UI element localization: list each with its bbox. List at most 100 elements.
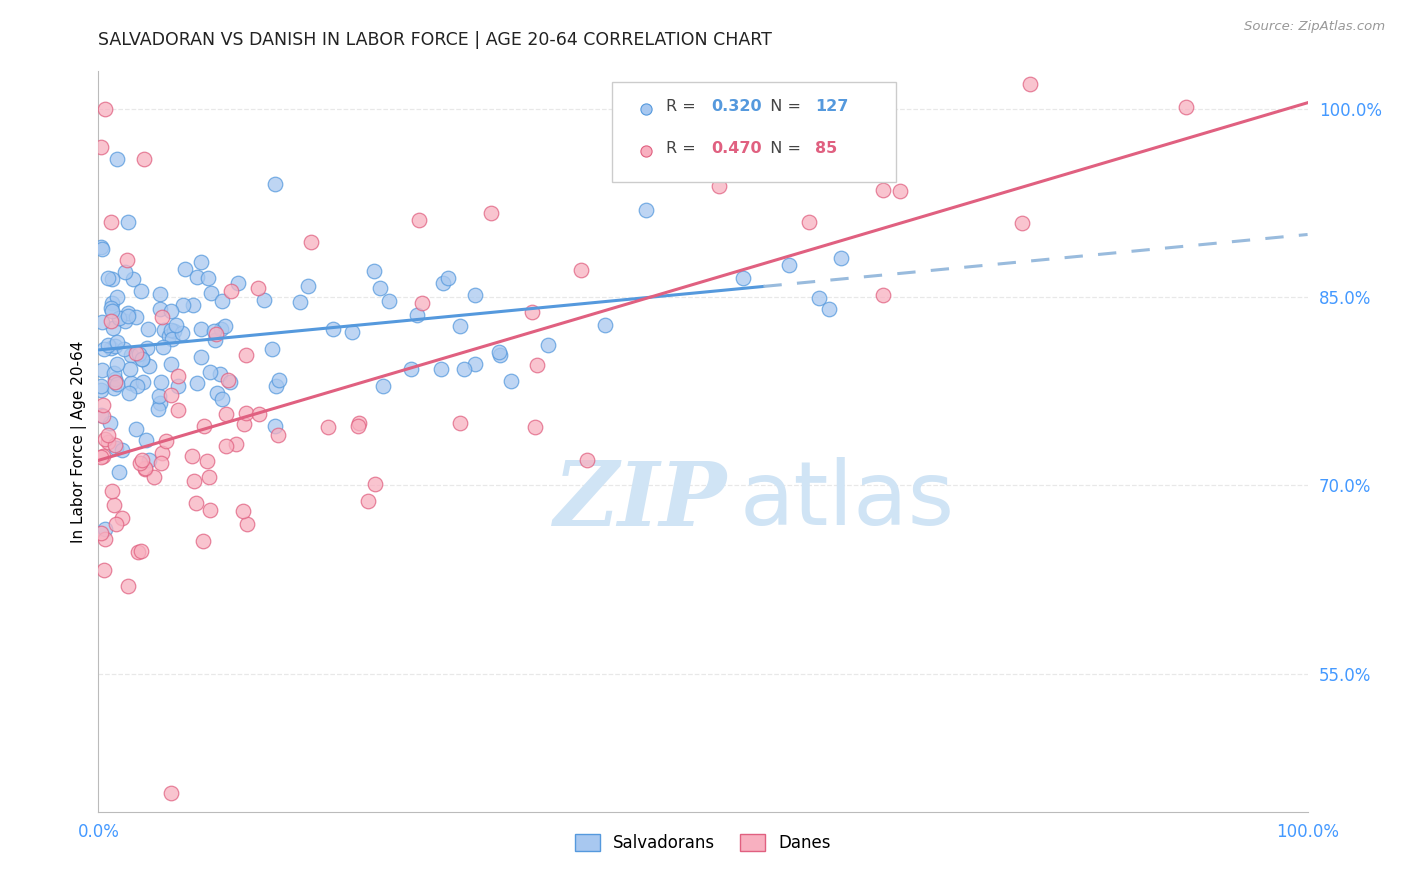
Point bbox=[117, 306, 139, 320]
Legend: Salvadorans, Danes: Salvadorans, Danes bbox=[568, 828, 838, 859]
Point bbox=[103, 372, 125, 386]
Point bbox=[636, 237, 658, 252]
Point bbox=[526, 358, 548, 372]
Point bbox=[211, 392, 233, 406]
Point bbox=[91, 363, 114, 377]
Text: R =: R = bbox=[665, 141, 700, 156]
Point bbox=[93, 564, 115, 578]
Point bbox=[370, 281, 392, 295]
Point bbox=[297, 279, 319, 293]
Point bbox=[91, 315, 114, 329]
Point bbox=[202, 324, 225, 338]
Point bbox=[167, 403, 190, 417]
Point bbox=[115, 252, 138, 267]
Point bbox=[411, 295, 433, 310]
Point bbox=[264, 378, 287, 392]
Point bbox=[104, 438, 127, 452]
Point bbox=[236, 517, 259, 532]
Point bbox=[104, 375, 127, 389]
Point bbox=[138, 453, 160, 467]
Point bbox=[112, 343, 135, 357]
Point bbox=[105, 441, 128, 455]
Point bbox=[1175, 100, 1198, 114]
Point bbox=[183, 474, 205, 488]
Point bbox=[152, 323, 174, 337]
Point bbox=[128, 347, 150, 361]
Point bbox=[449, 416, 471, 430]
Point bbox=[200, 286, 222, 301]
Point bbox=[449, 319, 471, 334]
Point bbox=[290, 294, 312, 309]
Point bbox=[165, 318, 187, 332]
Point bbox=[138, 359, 160, 373]
Point bbox=[117, 215, 139, 229]
Point bbox=[131, 453, 153, 467]
Point bbox=[101, 271, 124, 285]
Point bbox=[263, 178, 285, 192]
Point bbox=[97, 338, 120, 352]
Point bbox=[108, 466, 131, 480]
Point bbox=[569, 263, 592, 277]
Point bbox=[149, 456, 172, 470]
Point bbox=[215, 439, 238, 453]
Point bbox=[98, 416, 121, 430]
Point bbox=[522, 305, 544, 319]
Point bbox=[830, 251, 852, 265]
Point bbox=[1011, 216, 1033, 230]
Point bbox=[364, 476, 387, 491]
Point bbox=[211, 294, 233, 309]
Point bbox=[134, 462, 156, 476]
Point bbox=[191, 533, 214, 548]
Point bbox=[160, 357, 183, 371]
Point bbox=[190, 322, 212, 336]
Point bbox=[149, 396, 172, 410]
Point bbox=[105, 377, 128, 392]
Point bbox=[143, 470, 166, 484]
Point bbox=[120, 376, 142, 391]
Point bbox=[453, 362, 475, 376]
Point bbox=[488, 344, 510, 359]
Point bbox=[371, 379, 394, 393]
Point bbox=[93, 522, 115, 536]
Point bbox=[132, 152, 155, 166]
Point bbox=[190, 254, 212, 268]
Point bbox=[214, 318, 236, 333]
Text: SALVADORAN VS DANISH IN LABOR FORCE | AGE 20-64 CORRELATION CHART: SALVADORAN VS DANISH IN LABOR FORCE | AG… bbox=[98, 31, 772, 49]
Point bbox=[346, 419, 368, 434]
Point bbox=[134, 460, 156, 475]
Point bbox=[129, 543, 152, 558]
Point bbox=[127, 545, 149, 559]
Point bbox=[100, 484, 122, 499]
Point bbox=[105, 334, 128, 349]
Point bbox=[1019, 77, 1042, 91]
Point bbox=[152, 340, 174, 354]
Point bbox=[198, 470, 221, 484]
Point bbox=[105, 357, 128, 371]
Point bbox=[90, 379, 112, 393]
Point bbox=[186, 376, 208, 390]
Point bbox=[247, 408, 270, 422]
Point bbox=[90, 525, 112, 540]
Point bbox=[198, 503, 221, 517]
Point bbox=[322, 322, 344, 336]
Point bbox=[101, 296, 124, 310]
Point bbox=[148, 389, 170, 403]
Point bbox=[135, 433, 157, 447]
Point bbox=[797, 214, 820, 228]
Point bbox=[146, 401, 169, 416]
Point bbox=[117, 579, 139, 593]
Point bbox=[103, 321, 125, 335]
Text: Source: ZipAtlas.com: Source: ZipAtlas.com bbox=[1244, 20, 1385, 33]
Point bbox=[170, 326, 193, 340]
Point bbox=[122, 272, 145, 286]
Point bbox=[91, 449, 114, 463]
Point bbox=[103, 366, 125, 380]
Point bbox=[636, 166, 658, 180]
Point bbox=[105, 517, 128, 532]
Point bbox=[195, 454, 218, 468]
FancyBboxPatch shape bbox=[613, 82, 897, 183]
Point bbox=[796, 131, 818, 145]
Point bbox=[132, 375, 155, 389]
Point bbox=[340, 325, 363, 339]
Point bbox=[103, 498, 125, 512]
